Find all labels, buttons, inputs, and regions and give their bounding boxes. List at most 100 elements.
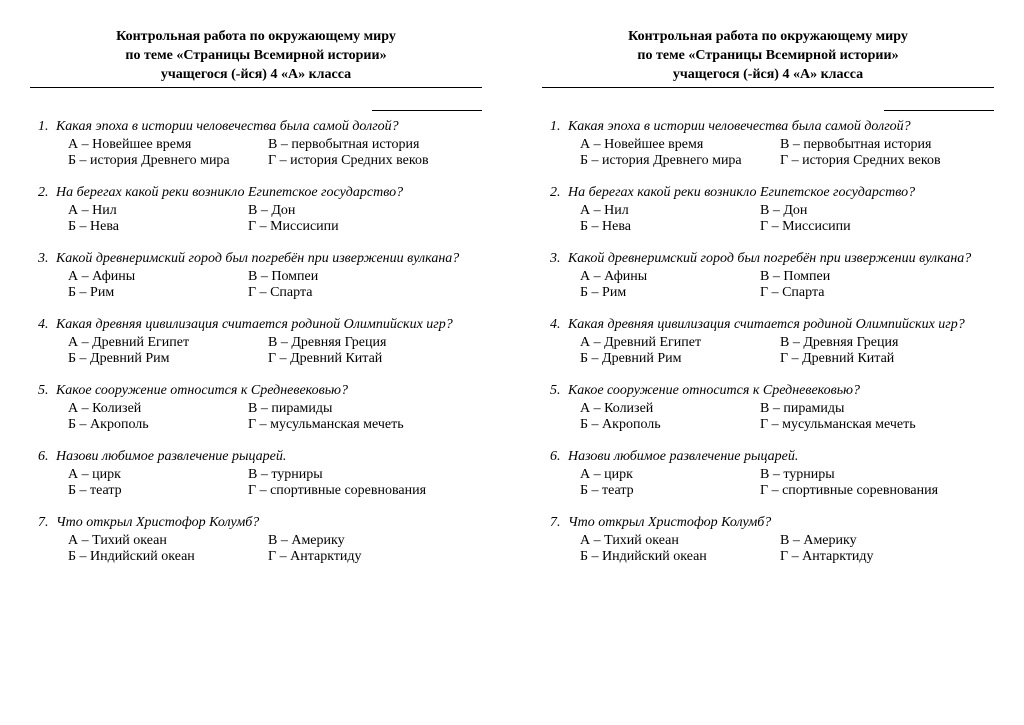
option: Г – история Средних веков: [268, 153, 429, 169]
option: Б – Нева: [68, 219, 248, 235]
options: А – КолизейВ – пирамидыБ – АкропольГ – м…: [550, 401, 994, 433]
question: 5.Какое сооружение относится к Средневек…: [542, 383, 994, 433]
question-number: 3.: [550, 251, 568, 267]
question: 1.Какая эпоха в истории человечества был…: [30, 119, 482, 169]
option: В – первобытная история: [268, 137, 419, 153]
question-text: Какой древнеримский город был погребён п…: [56, 251, 459, 267]
question: 4.Какая древняя цивилизация считается ро…: [542, 317, 994, 367]
question-number: 6.: [550, 449, 568, 465]
question-number: 5.: [550, 383, 568, 399]
question: 7.Что открыл Христофор Колумб?А – Тихий …: [30, 515, 482, 565]
option: Г – мусульманская мечеть: [760, 417, 916, 433]
option: Г – мусульманская мечеть: [248, 417, 404, 433]
option: Б – Акрополь: [580, 417, 760, 433]
option: Г – Древний Китай: [268, 351, 382, 367]
question: 6.Назови любимое развлечение рыцарей. А –…: [542, 449, 994, 499]
option: Г – Спарта: [248, 285, 312, 301]
question-number: 5.: [38, 383, 56, 399]
option: Б – Индийский океан: [68, 549, 268, 565]
options: А – Тихий океанВ – АмерикуБ – Индийский …: [550, 533, 994, 565]
option: Б – театр: [580, 483, 760, 499]
option: А – Колизей: [68, 401, 248, 417]
question-text: Что открыл Христофор Колумб?: [568, 515, 771, 531]
question-text: Какое сооружение относится к Средневеков…: [56, 383, 348, 399]
header-line1: Контрольная работа по окружающему миру: [542, 28, 994, 47]
option: А – Тихий океан: [580, 533, 780, 549]
question-number: 4.: [38, 317, 56, 333]
option: А – Афины: [580, 269, 760, 285]
option: В – пирамиды: [248, 401, 332, 417]
question-number: 1.: [38, 119, 56, 135]
option: В – Америку: [268, 533, 345, 549]
option: Б – история Древнего мира: [68, 153, 268, 169]
question-text: Какое сооружение относится к Средневеков…: [568, 383, 860, 399]
option: А – Древний Египет: [580, 335, 780, 351]
question-number: 7.: [38, 515, 56, 531]
option: В – первобытная история: [780, 137, 931, 153]
option: А – Тихий океан: [68, 533, 268, 549]
divider-line: [542, 87, 994, 88]
option: В – Древняя Греция: [780, 335, 898, 351]
question-text: Назови любимое развлечение рыцарей.: [568, 449, 798, 465]
options: А – НилВ – ДонБ – НеваГ – Миссисипи: [550, 203, 994, 235]
options: А – АфиныВ – ПомпеиБ – РимГ – Спарта: [550, 269, 994, 301]
question: 1.Какая эпоха в истории человечества был…: [542, 119, 994, 169]
options: А – циркВ – турнирыБ – театрГ – спортивн…: [38, 467, 482, 499]
question-text: Какая эпоха в истории человечества была …: [56, 119, 399, 135]
option: Г – Антарктиду: [268, 549, 362, 565]
question-number: 1.: [550, 119, 568, 135]
option: Г – Антарктиду: [780, 549, 874, 565]
options: А – Древний ЕгипетВ – Древняя ГрецияБ – …: [38, 335, 482, 367]
question: 5.Какое сооружение относится к Средневек…: [30, 383, 482, 433]
question-number: 7.: [550, 515, 568, 531]
option: А – цирк: [68, 467, 248, 483]
header-line3: учащегося (-йся) 4 «А» класса: [542, 66, 994, 85]
option: Б – Рим: [580, 285, 760, 301]
question: 7.Что открыл Христофор Колумб? А – Тихий …: [542, 515, 994, 565]
option: Г – спортивные соревнования: [248, 483, 426, 499]
header-line3: учащегося (-йся) 4 «А» класса: [30, 66, 482, 85]
option: А – Древний Египет: [68, 335, 268, 351]
question: 2.На берегах какой реки возникло Египетс…: [542, 185, 994, 235]
option: Б – Акрополь: [68, 417, 248, 433]
option: А – Колизей: [580, 401, 760, 417]
question: 3.Какой древнеримский город был погребён…: [542, 251, 994, 301]
options: А – Древний ЕгипетВ – Древняя ГрецияБ – …: [550, 335, 994, 367]
options: А – НилВ – ДонБ – НеваГ – Миссисипи: [38, 203, 482, 235]
option: Б – Древний Рим: [68, 351, 268, 367]
option: Б – Нева: [580, 219, 760, 235]
question-text: Назови любимое развлечение рыцарей.: [56, 449, 286, 465]
option: В – Помпеи: [760, 269, 830, 285]
questions-list-right: 1.Какая эпоха в истории человечества был…: [542, 119, 994, 565]
question-text: Какая древняя цивилизация считается роди…: [568, 317, 965, 333]
question: 6.Назови любимое развлечение рыцарей.А –…: [30, 449, 482, 499]
option: А – Нил: [580, 203, 760, 219]
option: Б – история Древнего мира: [580, 153, 780, 169]
option: В – Дон: [760, 203, 807, 219]
question-text: Какой древнеримский город был погребён п…: [568, 251, 971, 267]
option: В – Америку: [780, 533, 857, 549]
worksheet-left: Контрольная работа по окружающему миру п…: [0, 0, 512, 725]
option: Г – Миссисипи: [248, 219, 339, 235]
options: А – циркВ – турнирыБ – театрГ – спортивн…: [550, 467, 994, 499]
options: А – Тихий океанВ – АмерикуБ – Индийский …: [38, 533, 482, 565]
option: В – Помпеи: [248, 269, 318, 285]
header-line1: Контрольная работа по окружающему миру: [30, 28, 482, 47]
question-text: Какая древняя цивилизация считается роди…: [56, 317, 453, 333]
question-number: 2.: [550, 185, 568, 201]
option: Б – Индийский океан: [580, 549, 780, 565]
question: 3.Какой древнеримский город был погребён…: [30, 251, 482, 301]
option: Г – Спарта: [760, 285, 824, 301]
option: В – Дон: [248, 203, 295, 219]
question-number: 2.: [38, 185, 56, 201]
options: А – Новейшее времяВ – первобытная истори…: [550, 137, 994, 169]
question: 4.Какая древняя цивилизация считается ро…: [30, 317, 482, 367]
question-number: 3.: [38, 251, 56, 267]
question-text: На берегах какой реки возникло Египетско…: [568, 185, 915, 201]
option: А – Афины: [68, 269, 248, 285]
header-block: Контрольная работа по окружающему миру п…: [30, 28, 482, 85]
worksheet-right: Контрольная работа по окружающему миру п…: [512, 0, 1024, 725]
option: Б – Древний Рим: [580, 351, 780, 367]
options: А – АфиныВ – ПомпеиБ – РимГ – Спарта: [38, 269, 482, 301]
option: Г – история Средних веков: [780, 153, 941, 169]
